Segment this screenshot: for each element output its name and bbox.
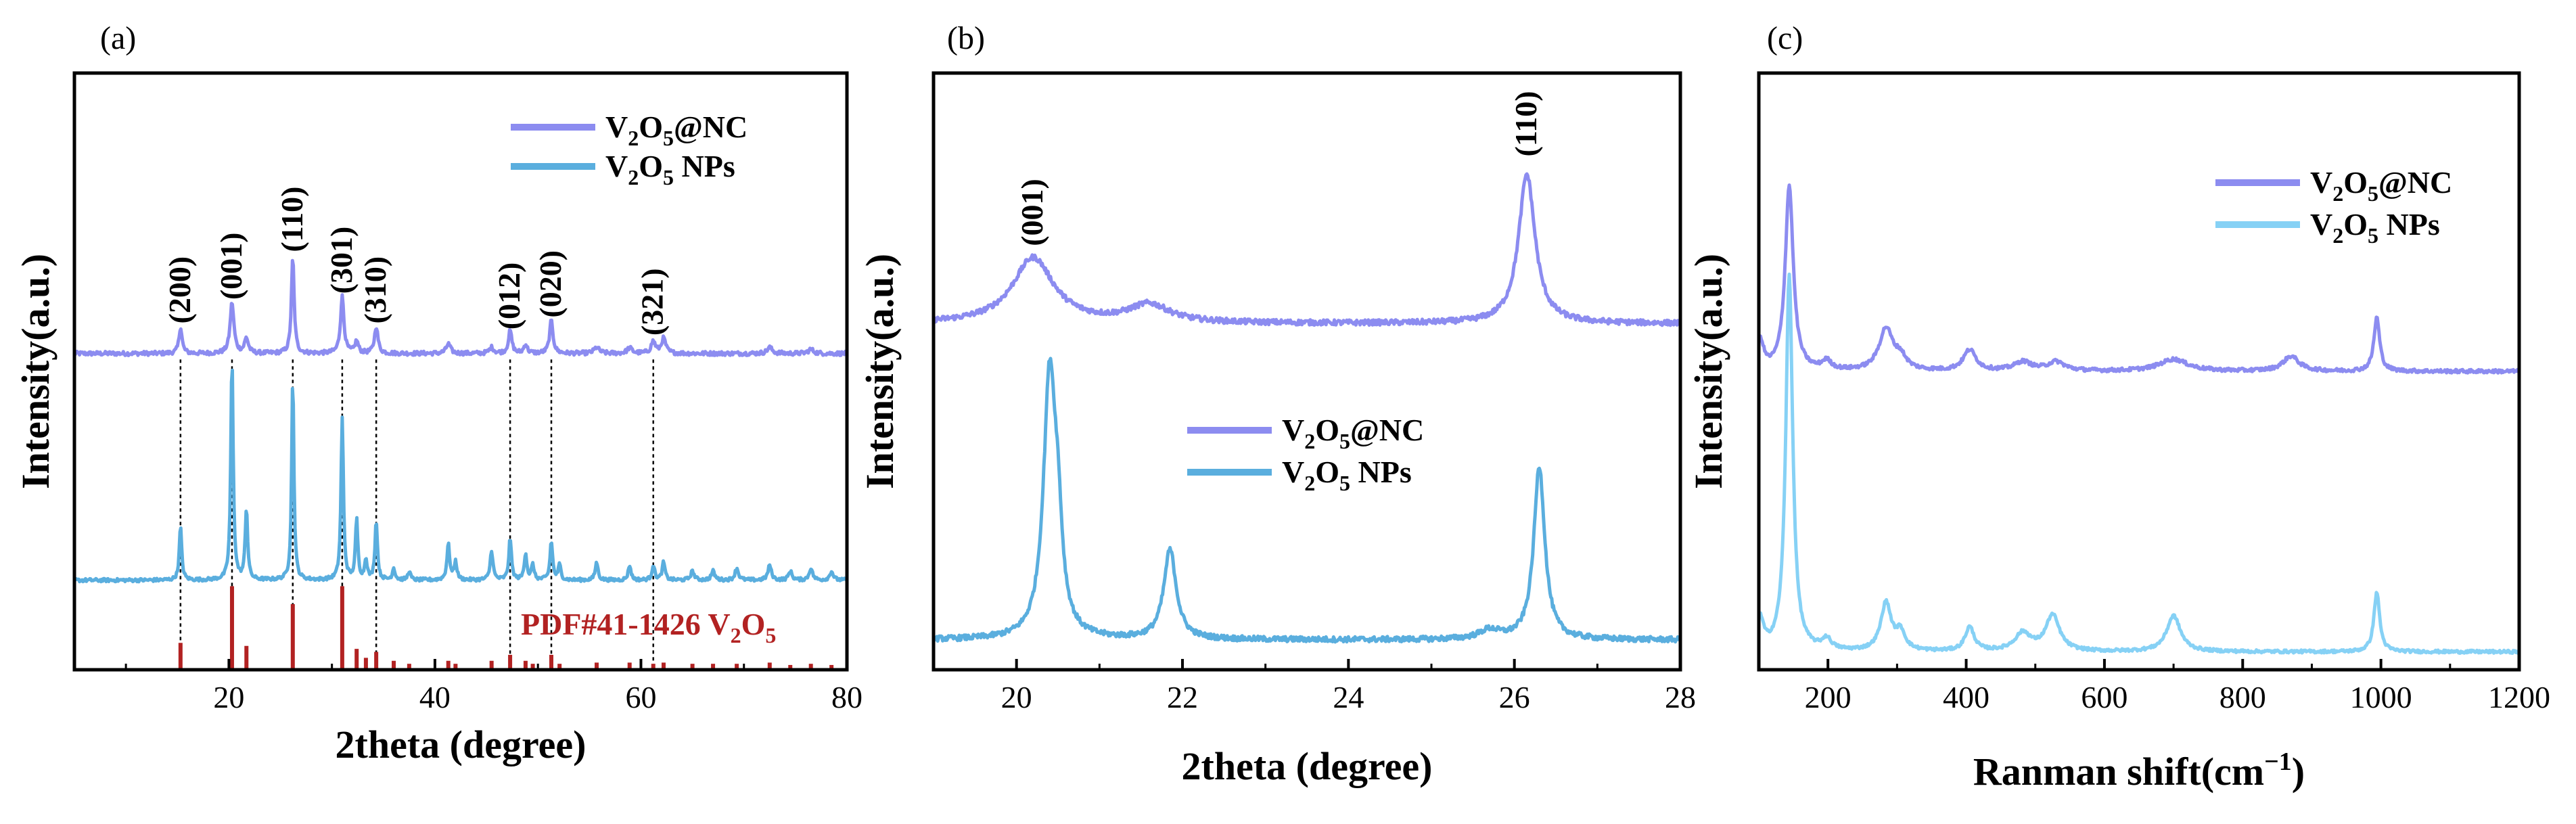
- panel-c-x-axis-title: Ranman shift(cm−1): [1973, 748, 2305, 794]
- panel-c-frame: [1757, 71, 2521, 672]
- panel-a-x-ticks: 20 40 60 80: [124, 659, 862, 714]
- x-tick-label: 80: [831, 680, 862, 714]
- x-tick-label: 40: [419, 680, 451, 714]
- panel-a: (a) (200) (001)(110)(301) (310) (012) (020)(…: [14, 20, 862, 766]
- series-line-v2o5-nc: [932, 172, 1682, 327]
- x-tick-label: 22: [1167, 680, 1198, 714]
- legend-entry: V2O5@NC: [2310, 165, 2452, 206]
- series-line-v2o5-nps: [1757, 272, 2521, 656]
- peak-label: (001): [1015, 179, 1049, 246]
- x-tick-label: 20: [213, 680, 244, 714]
- panel-a-y-axis-title: Intensity(a.u.): [14, 254, 58, 489]
- panel-a-label: (a): [100, 20, 136, 56]
- panel-a-frame: [72, 71, 849, 672]
- panel-b-series: [932, 172, 1682, 644]
- peak-label: (012): [492, 262, 526, 330]
- peak-label: (001): [214, 233, 248, 300]
- panel-c-label: (c): [1767, 20, 1803, 56]
- legend-entry: V2O5@NC: [605, 110, 748, 150]
- x-tick-label: 800: [2220, 680, 2266, 714]
- series-line-v2o5-nc: [72, 258, 848, 357]
- x-tick-label: 600: [2081, 680, 2128, 714]
- legend-entry: V2O5@NC: [1282, 413, 1424, 453]
- x-tick-label: 200: [1805, 680, 1852, 714]
- peak-label: (020): [533, 250, 568, 318]
- x-tick-label: 400: [1943, 680, 1990, 714]
- panel-b-x-axis-title: 2theta (degree): [1182, 744, 1433, 788]
- peak-label: (310): [358, 256, 392, 324]
- series-line-v2o5-nps: [72, 368, 849, 584]
- panel-b-y-axis-title: Intensity(a.u.): [858, 254, 902, 489]
- legend-entry: V2O5 NPs: [605, 149, 735, 189]
- x-tick-label: 20: [1001, 680, 1032, 714]
- x-tick-label: 26: [1499, 680, 1530, 714]
- peak-label: (110): [275, 186, 309, 252]
- panel-b-peak-labels: (001) (110): [1015, 91, 1543, 246]
- x-tick-label: 1000: [2350, 680, 2412, 714]
- panel-a-series: [72, 258, 849, 584]
- panel-c-series: [1757, 183, 2521, 656]
- panel-b-x-ticks: 20 22 24 26 28: [1001, 659, 1696, 714]
- peak-label: (110): [1509, 91, 1543, 156]
- legend-entry: V2O5 NPs: [1282, 455, 1412, 495]
- peak-label: (200): [162, 256, 197, 324]
- x-tick-label: 60: [625, 680, 656, 714]
- panel-a-x-axis-title: 2theta (degree): [336, 723, 586, 766]
- panel-c-x-ticks: 200 400 600 800 1000 1200: [1805, 659, 2550, 714]
- peak-label: (321): [635, 268, 670, 336]
- legend-entry: V2O5 NPs: [2310, 207, 2440, 248]
- x-tick-label: 24: [1333, 680, 1364, 714]
- series-line-v2o5-nc: [1757, 183, 2521, 375]
- x-tick-label: 1200: [2488, 680, 2550, 714]
- peak-label: (301): [324, 227, 359, 294]
- x-tick-label: 28: [1665, 680, 1696, 714]
- panel-b-label: (b): [947, 20, 985, 56]
- panel-c-y-axis-title: Intensity(a.u.): [1686, 254, 1730, 489]
- panel-a-peak-labels: (200) (001) (110) (301) (310) (012) (020) (321): [162, 186, 670, 336]
- series-line-v2o5-nps: [932, 357, 1682, 644]
- panel-b-frame: [932, 71, 1682, 672]
- panel-a-reference-label: PDF#41-1426 V2O5: [521, 607, 776, 647]
